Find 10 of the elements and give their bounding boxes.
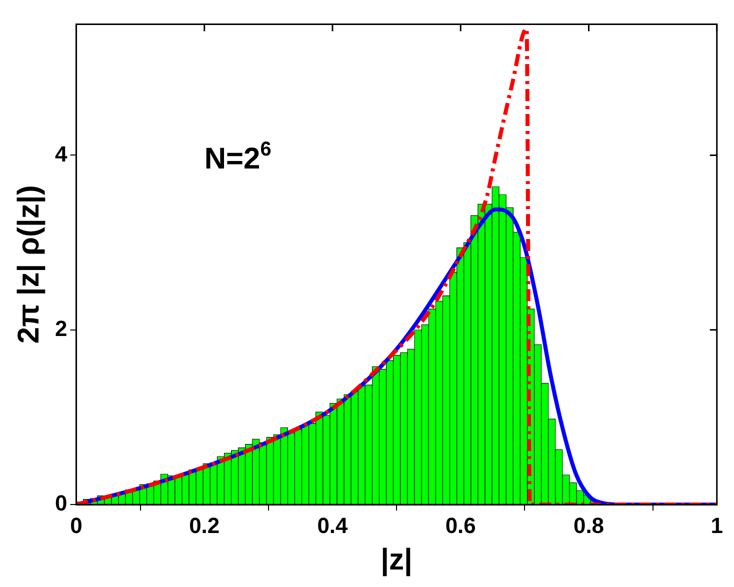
y-tick-label: 0 [54,490,68,516]
x-tick-label: 0.4 [317,512,349,538]
x-axis-title: |z| [380,543,412,576]
x-tick-label: 0.8 [573,512,604,538]
x-tick-label: 1 [710,512,724,538]
x-tick-label: 0.2 [189,512,220,538]
x-tick-label: 0.6 [445,512,476,538]
y-tick-label: 4 [54,141,68,166]
y-axis-title: 2π |z| ρ(|z|) [12,185,46,344]
y-tick-label: 2 [54,316,68,341]
